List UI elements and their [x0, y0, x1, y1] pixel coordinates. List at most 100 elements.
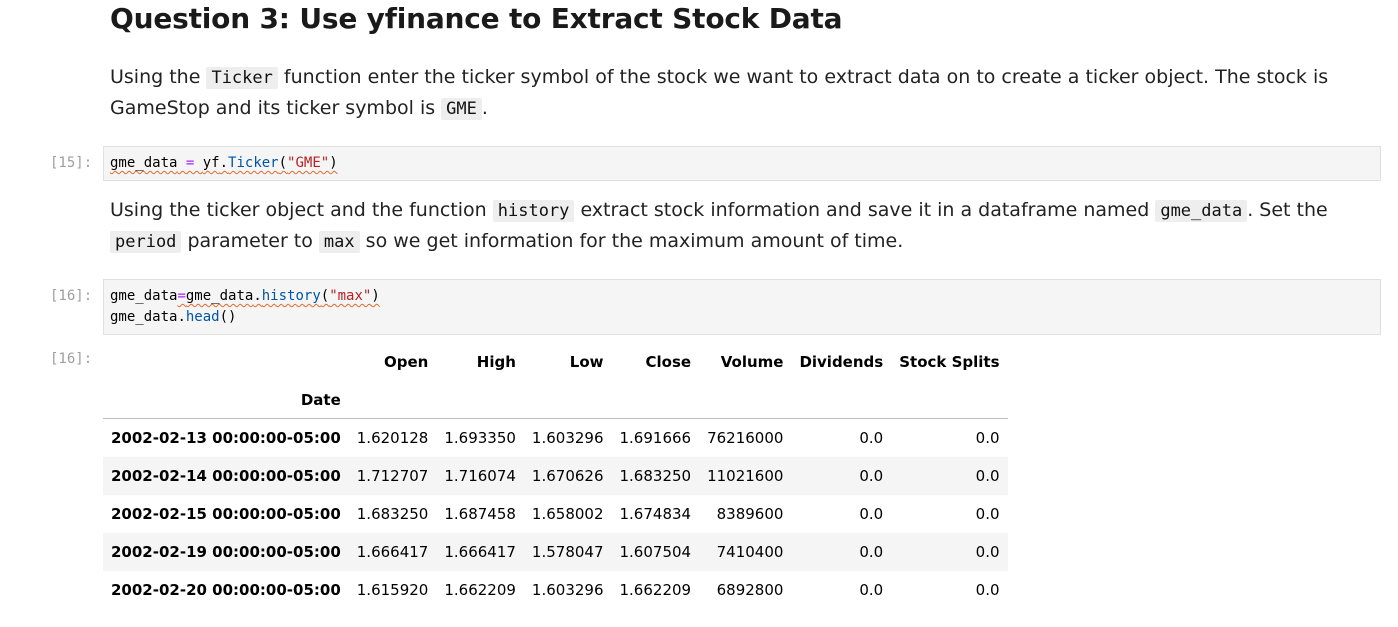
markdown-instructions-2: Using the ticker object and the function…: [110, 195, 1350, 257]
code-token-module: yf: [202, 155, 220, 171]
table-cell: 1.662209: [619, 580, 692, 599]
row-index-date: 2002-02-15 00:00:00-05:00: [111, 504, 341, 523]
table-cell: 0.0: [975, 428, 1000, 447]
column-header-row: Open High Low Close Volume Dividends Sto…: [103, 342, 1008, 382]
table-cell: 1.691666: [619, 428, 692, 447]
code-token-rparen: ): [371, 288, 380, 304]
code-cell-16[interactable]: gme_data=gme_data.history("max") gme_dat…: [103, 279, 1381, 335]
code-token-rparen: ): [329, 155, 338, 171]
code-token-parens: (): [219, 309, 237, 325]
code-token-fn: head: [185, 309, 220, 325]
index-name-row: Date: [103, 382, 1008, 419]
table-row: 2002-02-15 00:00:00-05:00 1.683250 1.68745…: [103, 495, 1008, 533]
text: . Set the: [1247, 199, 1328, 221]
text: so we get information for the maximum am…: [359, 230, 904, 252]
table-cell: 1.603296: [531, 580, 604, 599]
table-cell: 1.666417: [444, 542, 516, 561]
code-token-string: "GME": [287, 155, 330, 171]
code-token-var: gme_data: [110, 288, 178, 304]
inline-code-ticker: Ticker: [206, 67, 278, 89]
dataframe-output: Open High Low Close Volume Dividends Sto…: [103, 342, 1008, 609]
output-prompt-16: [16]:: [50, 351, 93, 367]
table-cell: 0.0: [975, 542, 1000, 561]
markdown-instructions-1: Using the Ticker function enter the tick…: [110, 62, 1350, 124]
text: extract stock information and save it in…: [574, 199, 1156, 221]
code-token-dot: .: [177, 309, 186, 325]
cell-prompt-15: [15]:: [50, 155, 93, 171]
code-line[interactable]: gme_data = yf.Ticker("GME"): [110, 153, 1374, 174]
table-cell: 1.662209: [444, 580, 516, 599]
inline-code-max: max: [318, 231, 360, 253]
table-cell: 0.0: [859, 504, 884, 523]
column-header: Open: [384, 353, 429, 371]
code-token-dot: .: [219, 155, 229, 171]
code-token-obj: gme_data: [185, 288, 254, 304]
table-cell: 1.615920: [356, 580, 429, 599]
table-cell: 8389600: [716, 504, 784, 523]
table-cell: 1.683250: [619, 466, 692, 485]
cell-prompt-16: [16]:: [50, 288, 93, 304]
code-token-dot: .: [253, 288, 262, 304]
inline-code-period: period: [110, 231, 182, 253]
table-cell: 6892800: [716, 580, 784, 599]
table-cell: 0.0: [859, 542, 884, 561]
code-token-string: "max": [329, 288, 372, 304]
table-cell: 11021600: [707, 466, 784, 485]
corner-cell: [103, 342, 349, 382]
code-cell-15[interactable]: gme_data = yf.Ticker("GME"): [103, 146, 1381, 181]
table-cell: 1.712707: [356, 466, 429, 485]
code-token-obj: gme_data: [110, 309, 178, 325]
column-header: Low: [569, 353, 604, 371]
table-cell: 0.0: [859, 466, 884, 485]
code-line-1[interactable]: gme_data=gme_data.history("max"): [110, 286, 1374, 307]
row-index-date: 2002-02-20 00:00:00-05:00: [111, 580, 341, 599]
column-header: Stock Splits: [899, 353, 1000, 371]
inline-code-gme-data: gme_data: [1155, 200, 1248, 222]
text: parameter to: [181, 230, 319, 252]
table-cell: 0.0: [975, 580, 1000, 599]
row-index-date: 2002-02-19 00:00:00-05:00: [111, 542, 341, 561]
code-token-fn: Ticker: [228, 155, 279, 171]
code-line-2[interactable]: gme_data.head(): [110, 307, 1374, 328]
table-cell: 1.716074: [444, 466, 516, 485]
table-row: 2002-02-19 00:00:00-05:00 1.666417 1.66641…: [103, 532, 1008, 571]
column-header: Volume: [720, 353, 784, 371]
code-token-lparen: (: [320, 288, 330, 304]
table-cell: 1.578047: [531, 542, 604, 561]
text: .: [481, 97, 488, 119]
inline-code-gme: GME: [441, 98, 482, 120]
table-cell: 1.603296: [531, 428, 604, 447]
table-cell: 1.658002: [531, 504, 604, 523]
inline-code-history: history: [492, 200, 575, 222]
table-row: 2002-02-13 00:00:00-05:00 1.620128 1.69335…: [103, 419, 1008, 457]
table-cell: 1.670626: [531, 466, 604, 485]
column-header: High: [476, 353, 516, 371]
table-cell: 1.674834: [619, 504, 692, 523]
row-index-date: 2002-02-14 00:00:00-05:00: [111, 466, 341, 485]
text: Using the ticker object and the function: [110, 199, 493, 221]
dataframe-table: Open High Low Close Volume Dividends Sto…: [103, 342, 1008, 609]
table-cell: 1.666417: [356, 542, 429, 561]
code-token-fn: history: [261, 288, 321, 304]
table-cell: 1.693350: [444, 428, 516, 447]
column-header: Dividends: [799, 353, 884, 371]
column-header: Close: [645, 353, 692, 371]
table-row: 2002-02-20 00:00:00-05:00 1.615920 1.66220…: [103, 571, 1008, 609]
row-index-date: 2002-02-13 00:00:00-05:00: [111, 428, 341, 447]
table-cell: 0.0: [975, 504, 1000, 523]
table-cell: 1.683250: [356, 504, 429, 523]
table-cell: 0.0: [859, 428, 884, 447]
index-name: Date: [103, 382, 349, 419]
text: function enter the ticker symbol of the …: [110, 66, 1329, 119]
table-cell: 1.620128: [356, 428, 429, 447]
table-cell: 76216000: [707, 428, 784, 447]
text: Using the: [110, 66, 207, 88]
table-cell: 1.687458: [444, 504, 516, 523]
code-token-var: gme_data: [110, 155, 178, 171]
table-cell: 7410400: [716, 542, 784, 561]
table-cell: 0.0: [859, 580, 884, 599]
table-cell: 0.0: [975, 466, 1000, 485]
table-cell: 1.607504: [619, 542, 692, 561]
section-heading: Question 3: Use yfinance to Extract Stoc…: [110, 2, 843, 35]
code-token-op: =: [177, 155, 203, 171]
